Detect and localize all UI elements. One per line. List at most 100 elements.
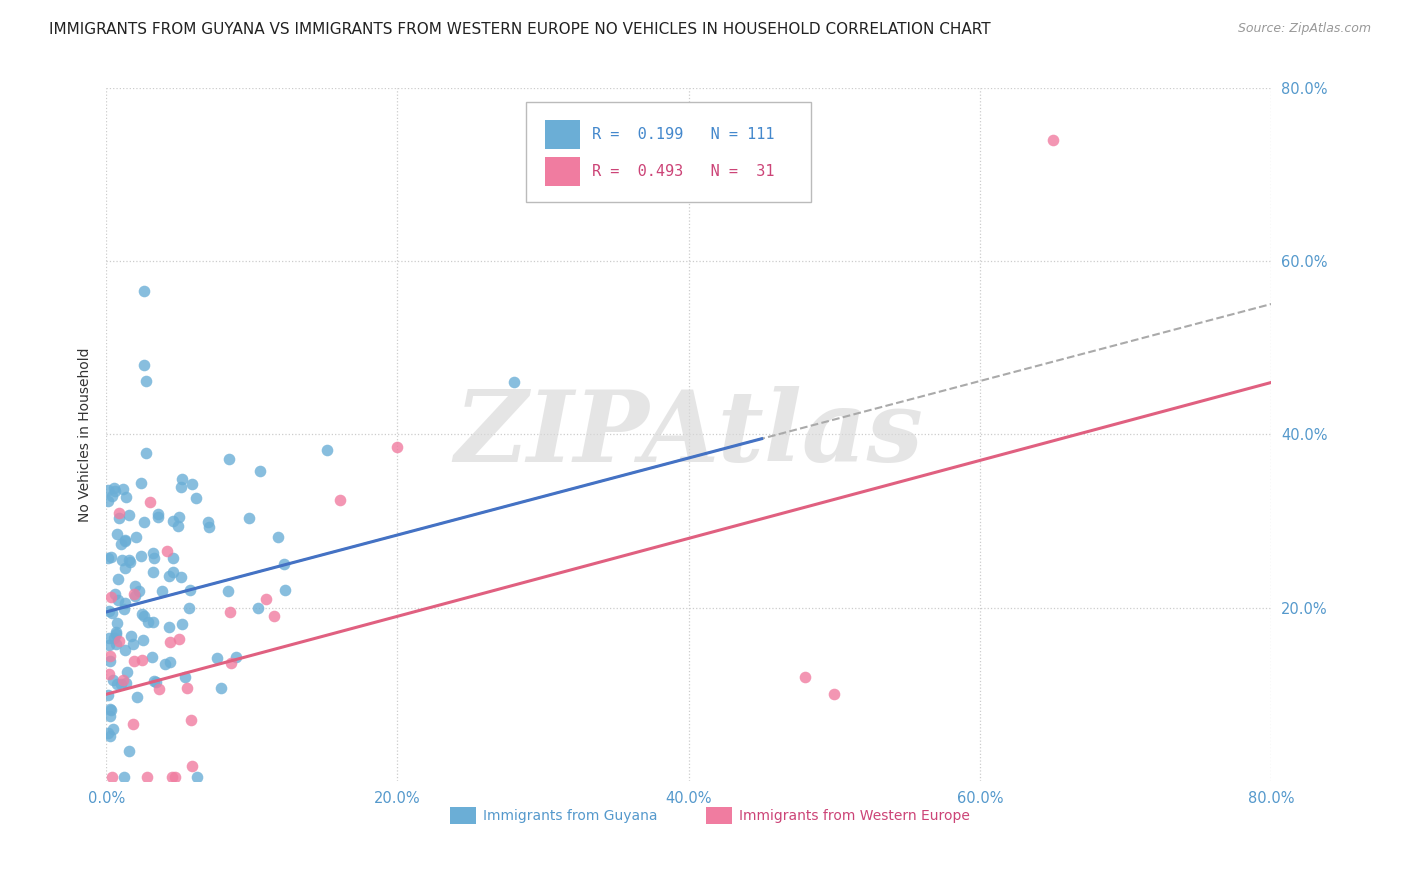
Point: [823, 687, 845, 701]
Point: [101, 607, 124, 621]
Point: [170, 570, 193, 584]
Point: [274, 583, 297, 598]
Point: [97, 638, 120, 652]
Point: [249, 464, 271, 478]
Point: [246, 601, 269, 615]
Point: [207, 650, 229, 665]
Point: [132, 285, 155, 299]
Point: [132, 515, 155, 529]
Point: [111, 483, 134, 497]
Point: [101, 722, 124, 736]
Point: [98, 654, 121, 668]
Point: [180, 759, 202, 773]
Point: [121, 717, 143, 731]
Point: [101, 489, 124, 503]
Point: [98, 709, 121, 723]
Point: [118, 508, 141, 522]
Point: [100, 703, 122, 717]
Point: [162, 565, 184, 579]
Point: [219, 656, 242, 670]
Point: [167, 509, 190, 524]
Point: [97, 688, 120, 702]
Point: [328, 493, 350, 508]
Point: [105, 526, 128, 541]
Point: [170, 473, 193, 487]
Point: [219, 605, 242, 619]
Point: [150, 583, 173, 598]
Text: ZIPAtlas: ZIPAtlas: [454, 386, 924, 483]
Point: [131, 653, 153, 667]
Point: [124, 579, 146, 593]
Point: [167, 632, 190, 646]
Text: Immigrants from Western Europe: Immigrants from Western Europe: [740, 808, 970, 822]
Point: [218, 452, 240, 467]
Text: Immigrants from Guyana: Immigrants from Guyana: [482, 808, 657, 822]
Point: [159, 655, 181, 669]
Point: [98, 729, 121, 743]
Point: [103, 631, 125, 645]
Point: [170, 480, 193, 494]
Point: [97, 494, 120, 508]
Point: [112, 770, 135, 784]
Point: [180, 713, 202, 727]
Point: [110, 537, 132, 551]
FancyBboxPatch shape: [450, 807, 475, 824]
Point: [157, 569, 180, 583]
Text: IMMIGRANTS FROM GUYANA VS IMMIGRANTS FROM WESTERN EUROPE NO VEHICLES IN HOUSEHOL: IMMIGRANTS FROM GUYANA VS IMMIGRANTS FRO…: [49, 22, 991, 37]
Point: [118, 553, 141, 567]
Point: [181, 476, 204, 491]
Point: [114, 561, 136, 575]
Point: [179, 583, 201, 598]
Point: [122, 637, 145, 651]
Point: [141, 650, 163, 665]
Point: [132, 358, 155, 372]
Point: [142, 551, 165, 566]
Point: [173, 670, 195, 684]
Point: [148, 681, 170, 696]
Point: [132, 632, 155, 647]
Point: [159, 635, 181, 649]
Point: [142, 546, 165, 560]
Point: [142, 615, 165, 629]
Point: [387, 441, 409, 455]
Point: [167, 518, 190, 533]
Point: [138, 495, 160, 509]
Text: R =  0.493   N =  31: R = 0.493 N = 31: [592, 163, 775, 178]
Point: [145, 674, 167, 689]
Point: [103, 481, 125, 495]
Point: [132, 609, 155, 624]
Point: [107, 593, 129, 607]
Point: [129, 549, 152, 564]
Point: [135, 375, 157, 389]
Point: [122, 654, 145, 668]
Point: [172, 616, 194, 631]
Point: [124, 587, 146, 601]
Point: [143, 673, 166, 688]
Point: [263, 609, 285, 624]
Point: [186, 770, 208, 784]
Point: [105, 636, 128, 650]
Point: [104, 483, 127, 498]
Point: [111, 552, 134, 566]
Point: [114, 533, 136, 548]
Point: [503, 376, 526, 390]
Point: [98, 631, 121, 645]
Point: [316, 443, 339, 458]
Point: [125, 530, 148, 544]
Point: [1042, 133, 1064, 147]
Point: [108, 511, 131, 525]
Point: [108, 634, 131, 648]
Point: [114, 642, 136, 657]
Point: [112, 602, 135, 616]
Point: [209, 681, 232, 695]
Point: [142, 566, 165, 580]
Point: [98, 702, 121, 716]
Point: [101, 673, 124, 687]
Point: [120, 629, 142, 643]
Point: [177, 601, 200, 615]
Point: [146, 509, 169, 524]
Point: [128, 583, 150, 598]
Point: [97, 483, 120, 497]
Point: [118, 744, 141, 758]
Point: [115, 665, 138, 679]
